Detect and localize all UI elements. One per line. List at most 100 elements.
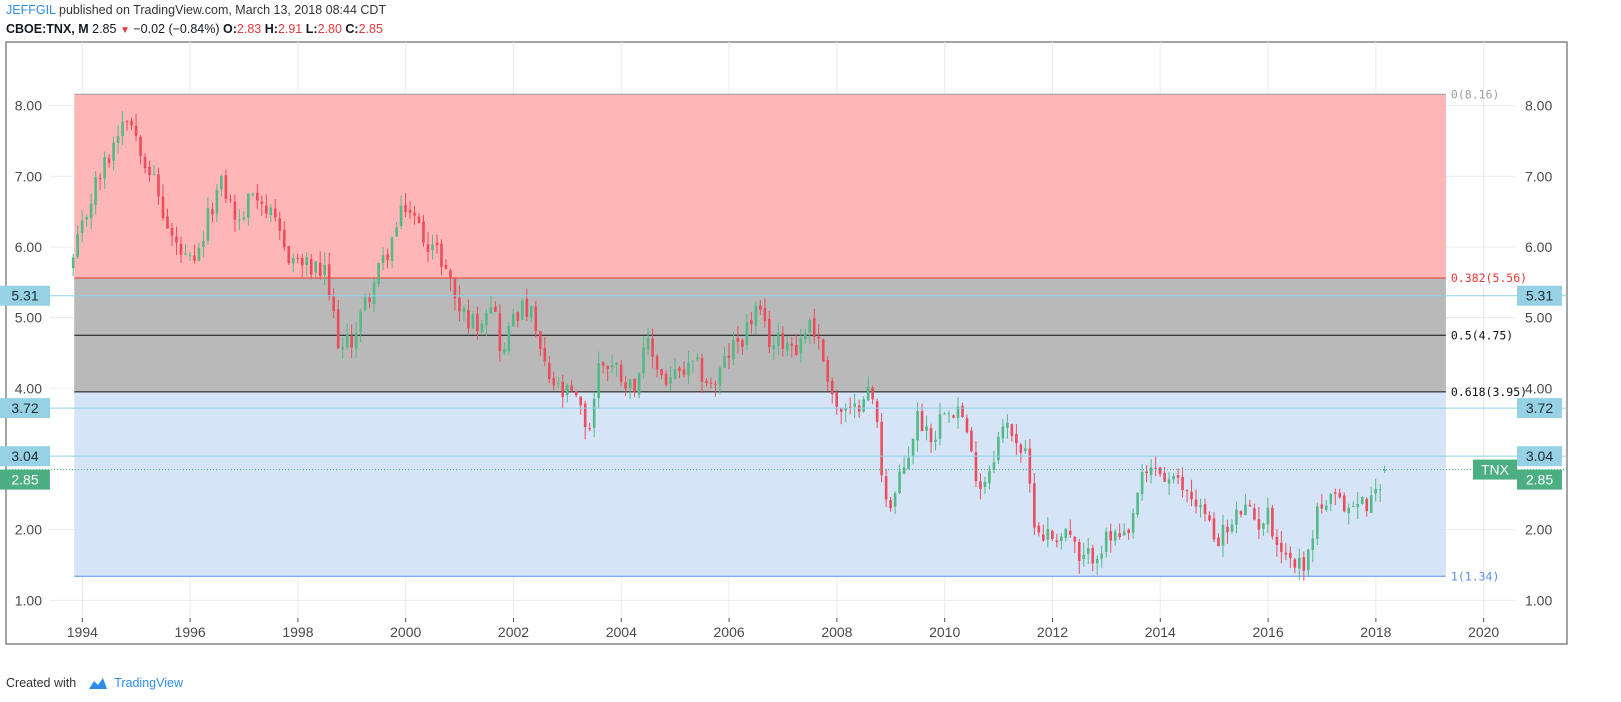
candle: [561, 374, 565, 409]
candle: [965, 414, 969, 434]
candle: [256, 183, 259, 210]
candle-body: [848, 406, 852, 408]
candle: [893, 491, 897, 515]
candle: [1037, 522, 1041, 537]
candle-body: [642, 347, 645, 374]
candle-body: [1082, 554, 1086, 559]
x-tick-label: 2018: [1360, 624, 1391, 640]
candle-body: [633, 378, 636, 393]
open-value: 2.83: [236, 22, 262, 36]
candle-body: [1015, 434, 1018, 444]
y-tick-label-right: 6.00: [1525, 239, 1552, 255]
fib-level-label: 1(1.34): [1451, 569, 1499, 583]
candle: [1284, 543, 1288, 561]
candle: [615, 362, 618, 377]
candle-body: [341, 347, 344, 350]
candle: [202, 230, 205, 258]
candle: [1262, 522, 1265, 536]
candle-body: [1149, 467, 1153, 475]
candle-body: [826, 359, 830, 382]
candle-body: [570, 385, 574, 391]
symbol-label: CBOE:TNX, M: [6, 22, 89, 36]
candle: [139, 135, 142, 165]
candle: [1113, 528, 1117, 546]
candle: [314, 260, 318, 278]
candle: [610, 354, 614, 374]
candle-body: [723, 355, 726, 368]
candle-body: [794, 344, 798, 355]
candle: [1167, 472, 1171, 496]
candle: [359, 308, 362, 343]
candle: [516, 311, 520, 328]
candle-body: [417, 216, 421, 223]
last-price-badge-left-text: 2.85: [11, 472, 38, 488]
candle: [134, 113, 138, 142]
candle-body: [777, 332, 780, 346]
candle: [974, 440, 978, 488]
candle-body: [808, 319, 812, 333]
candle-body: [1257, 519, 1261, 530]
candle: [808, 318, 812, 345]
candle-body: [732, 340, 735, 360]
candle: [682, 361, 686, 378]
candle: [1082, 542, 1086, 567]
candle-body: [1140, 472, 1144, 495]
candle: [291, 253, 295, 273]
candle-body: [211, 209, 214, 215]
y-tick-label-left: 6.00: [15, 239, 42, 255]
author-link[interactable]: JEFFGIL: [6, 3, 56, 17]
candle: [1140, 464, 1144, 501]
candle: [458, 285, 461, 322]
candle: [300, 253, 304, 278]
symbol-tag-text: TNX: [1481, 462, 1510, 478]
candle-body: [866, 387, 870, 401]
candle-body: [449, 270, 452, 279]
candle: [547, 355, 551, 384]
candle: [1315, 502, 1319, 546]
candle-body: [1212, 518, 1216, 540]
candle: [251, 192, 255, 197]
y-tick-label-left: 4.00: [15, 380, 42, 396]
candle: [916, 402, 919, 452]
candle-body: [1068, 530, 1072, 535]
candle-body: [242, 217, 246, 220]
candle: [278, 211, 282, 240]
candle-body: [709, 382, 713, 384]
candle: [341, 336, 344, 359]
fib-zone: [74, 391, 1446, 577]
candle-body: [1275, 537, 1279, 545]
candle-body: [988, 470, 991, 484]
candle-body: [1203, 504, 1207, 515]
candle: [1347, 503, 1351, 525]
candle: [880, 413, 883, 483]
candle-body: [1190, 491, 1193, 500]
y-tick-label-left: 1.00: [15, 592, 42, 608]
candle-body: [884, 476, 888, 500]
close-label: C:: [345, 22, 359, 36]
created-with-text: Created with: [6, 676, 77, 690]
candle: [1172, 472, 1175, 484]
candle: [592, 392, 596, 438]
candle-body: [215, 190, 219, 214]
candle: [943, 412, 946, 415]
fib-level-label: 0.618(3.95): [1451, 385, 1527, 399]
candle-body: [372, 282, 376, 304]
candle: [530, 305, 533, 323]
candle-body: [1365, 498, 1369, 512]
candle-body: [902, 467, 906, 474]
candle-body: [875, 401, 879, 422]
candle: [1046, 517, 1050, 548]
y-tick-label-right: 2.00: [1525, 522, 1552, 538]
candle-body: [291, 258, 295, 264]
candle: [588, 422, 591, 432]
tradingview-link[interactable]: TradingView: [114, 676, 183, 690]
candle-body: [269, 207, 273, 215]
candle-body: [664, 373, 668, 385]
candle-body: [790, 343, 794, 346]
candle: [579, 396, 583, 415]
candle-body: [561, 381, 565, 397]
candle: [866, 376, 870, 402]
candle: [678, 366, 681, 379]
candle: [152, 165, 156, 176]
